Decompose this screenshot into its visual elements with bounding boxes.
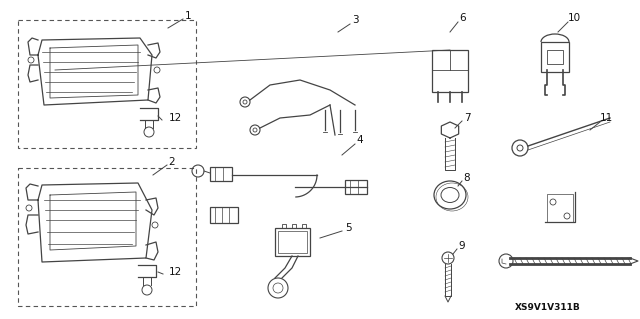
Bar — [18, 168, 196, 306]
Text: 4: 4 — [356, 135, 364, 145]
Text: XS9V1V311B: XS9V1V311B — [515, 303, 581, 313]
Text: 12: 12 — [168, 113, 182, 123]
Text: 11: 11 — [600, 113, 612, 123]
Bar — [18, 20, 196, 148]
Text: 1: 1 — [185, 11, 191, 21]
Text: 6: 6 — [460, 13, 467, 23]
Text: 8: 8 — [464, 173, 470, 183]
Bar — [345, 180, 367, 194]
Text: 2: 2 — [169, 157, 175, 167]
Bar — [541, 42, 569, 72]
Bar — [210, 207, 238, 223]
Bar — [278, 231, 307, 253]
Text: 3: 3 — [352, 15, 358, 25]
Bar — [210, 167, 232, 181]
Text: 7: 7 — [464, 113, 470, 123]
Text: 5: 5 — [345, 223, 351, 233]
Bar — [432, 50, 468, 92]
Text: 12: 12 — [168, 267, 182, 277]
Text: 9: 9 — [459, 241, 465, 251]
Text: 10: 10 — [568, 13, 580, 23]
Bar — [275, 228, 310, 256]
Bar — [547, 50, 563, 64]
